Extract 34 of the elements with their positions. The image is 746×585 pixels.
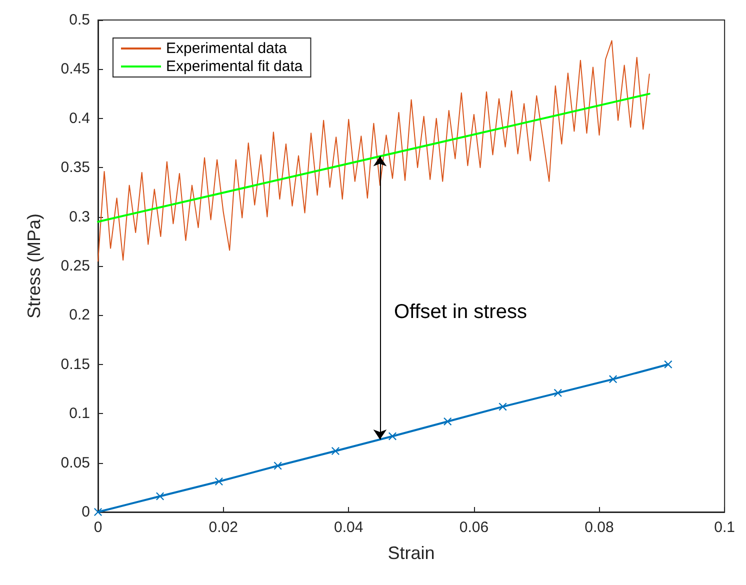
- y-tick-label: 0.3: [69, 208, 90, 226]
- x-tick-label: 0.1: [714, 519, 736, 536]
- x-tick-label: 0.06: [459, 519, 489, 536]
- y-tick-label: 0.15: [60, 356, 90, 373]
- point: [331, 446, 340, 455]
- point: [156, 492, 164, 500]
- y-tick-label: 0.2: [69, 306, 90, 324]
- legend-label: Experimental data: [166, 40, 288, 57]
- x-tick-label: 0.02: [208, 519, 238, 536]
- annotation: Offset in stress: [394, 301, 527, 324]
- y-axis-title: Stress (MPa): [24, 213, 44, 319]
- y-tick-label: 0.5: [69, 12, 90, 28]
- x-axis-title: Strain: [388, 543, 435, 563]
- legend-label: Experimental fit data: [166, 58, 304, 75]
- point: [274, 462, 282, 470]
- point: [554, 388, 562, 397]
- y-tick-label: 0: [82, 504, 90, 520]
- line-series: [98, 40, 650, 262]
- x-tick-label: 0: [94, 519, 102, 536]
- y-tick-label: 0.1: [69, 405, 90, 422]
- y-tick-label: 0.35: [60, 159, 90, 176]
- y-tick-label: 0.4: [69, 110, 90, 127]
- point: [214, 477, 223, 486]
- point: [609, 375, 618, 384]
- point: [664, 360, 672, 368]
- point: [388, 432, 396, 440]
- x-tick-label: 0.04: [334, 519, 364, 536]
- y-tick-label: 0.25: [60, 258, 90, 274]
- point: [444, 417, 452, 426]
- point: [94, 508, 102, 516]
- point: [498, 402, 507, 411]
- y-tick-label: 0.45: [60, 60, 90, 78]
- y-tick-label: 0.05: [60, 454, 90, 472]
- x-tick-label: 0.08: [584, 519, 614, 536]
